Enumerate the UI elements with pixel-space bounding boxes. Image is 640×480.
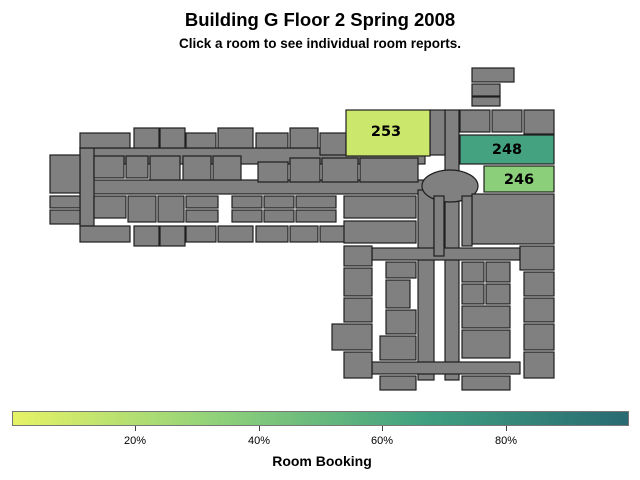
room[interactable] [343,267,373,297]
central-lobby [421,169,479,203]
room[interactable] [319,132,347,156]
map-subtitle: Click a room to see individual room repo… [178,36,462,51]
room-253[interactable] [345,109,431,157]
room[interactable] [471,193,555,245]
legend-tick [382,426,383,431]
room[interactable] [93,155,125,179]
room[interactable] [263,209,295,223]
room[interactable] [217,127,254,149]
room[interactable] [343,297,373,323]
room[interactable] [491,109,523,133]
room[interactable] [429,109,446,156]
room[interactable] [519,245,555,271]
map-title: Building G Floor 2 Spring 2008 [184,9,456,30]
room[interactable] [461,329,511,359]
room[interactable] [182,155,212,181]
room[interactable] [319,225,347,243]
room[interactable] [385,309,417,335]
legend-tick [259,426,260,431]
room[interactable] [459,109,491,133]
room[interactable] [343,351,373,379]
corridor-south-west [417,189,435,381]
room[interactable] [379,335,417,361]
room[interactable] [523,323,555,351]
room[interactable] [212,155,242,181]
room[interactable] [461,375,511,391]
room[interactable] [133,225,160,247]
room-248[interactable] [459,134,555,165]
room[interactable] [263,195,295,209]
room[interactable] [255,225,289,243]
room[interactable] [523,351,555,379]
floor-plan-map: 253 248 246 [49,67,555,391]
room[interactable] [79,225,131,243]
room[interactable] [343,245,373,267]
corridor-south-east [444,189,460,381]
legend-tick [135,426,136,431]
room[interactable] [133,127,160,149]
legend-title: Room Booking [272,453,372,469]
room[interactable] [257,161,289,183]
room[interactable] [321,157,359,183]
room[interactable] [93,195,127,219]
room[interactable] [185,225,217,243]
room[interactable] [523,109,555,135]
room[interactable] [185,195,219,209]
room[interactable] [523,297,555,323]
room[interactable] [461,261,485,283]
room[interactable] [159,127,186,149]
room[interactable] [471,83,501,97]
room[interactable] [385,261,417,279]
room[interactable] [343,220,417,244]
legend-tick [506,426,507,431]
room[interactable] [385,279,411,309]
room[interactable] [127,195,157,223]
rooms [49,67,555,391]
legend-color-ramp [12,411,629,426]
room[interactable] [485,261,511,283]
room[interactable] [331,323,373,351]
room[interactable] [49,154,81,194]
room[interactable] [289,225,319,243]
room[interactable] [49,195,81,209]
room[interactable] [461,283,485,305]
room[interactable] [461,195,473,247]
room[interactable] [343,195,417,219]
room[interactable] [461,305,511,329]
room[interactable] [159,225,186,247]
corridor-south-cross [371,247,521,261]
room[interactable] [471,96,501,107]
room[interactable] [471,67,515,83]
legend-tick-label: 20% [123,435,147,447]
legend-tick-label: 40% [247,435,271,447]
room[interactable] [255,132,289,149]
room[interactable] [185,132,217,149]
room[interactable] [217,225,254,243]
room[interactable] [485,283,511,305]
room[interactable] [49,209,81,225]
room[interactable] [289,127,319,149]
room[interactable] [295,195,337,209]
room[interactable] [379,375,417,391]
room[interactable] [433,195,445,257]
room[interactable] [149,155,181,181]
corridor-west-end [79,147,95,227]
room[interactable] [295,209,337,223]
room[interactable] [523,271,555,297]
room[interactable] [231,195,263,209]
room[interactable] [185,209,219,223]
legend-tick-label: 60% [370,435,394,447]
room-246[interactable] [483,165,555,193]
room[interactable] [359,157,419,183]
room[interactable] [289,157,321,183]
room[interactable] [231,209,263,223]
corridor-south-bottom [371,361,521,375]
room[interactable] [157,195,185,223]
room[interactable] [125,155,149,179]
legend-tick-label: 80% [494,435,518,447]
room[interactable] [79,132,131,149]
